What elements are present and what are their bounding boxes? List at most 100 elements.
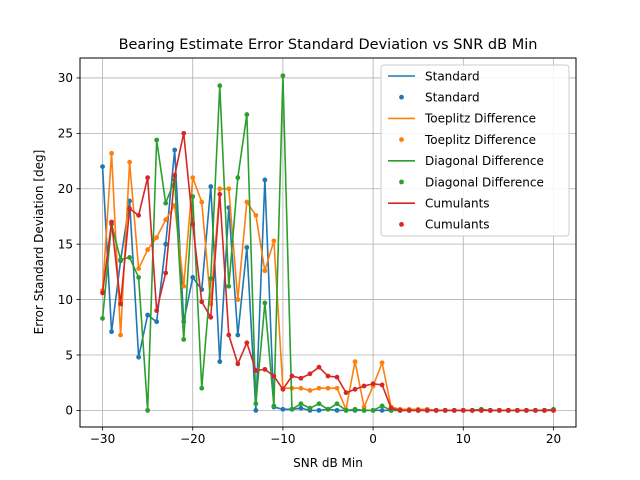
x-tick-label: −20: [180, 432, 205, 446]
data-point-diagonal-difference: [370, 407, 376, 413]
data-point-cumulants: [460, 407, 466, 413]
data-point-toeplitz-difference: [307, 388, 313, 393]
data-point-toeplitz-difference: [361, 404, 367, 410]
data-point-diagonal-difference: [307, 405, 313, 411]
data-point-diagonal-difference: [271, 403, 277, 409]
data-point-toeplitz-difference: [244, 199, 250, 205]
data-point-toeplitz-difference: [253, 212, 259, 218]
legend: Standard Standard Toeplitz Difference Toepl…: [380, 64, 570, 237]
data-point-standard: [235, 332, 241, 338]
data-point-toeplitz-difference: [379, 360, 385, 366]
legend-marker-cumulants: [399, 222, 404, 227]
y-tick-label: 25: [58, 127, 73, 141]
data-point-cumulants: [415, 407, 421, 413]
data-point-toeplitz-difference: [181, 283, 187, 289]
data-point-cumulants: [208, 314, 214, 320]
data-point-cumulants: [181, 130, 187, 136]
legend-label-toeplitz-difference: Toeplitz Difference: [424, 112, 536, 126]
data-point-toeplitz-difference: [298, 385, 304, 391]
data-point-cumulants: [551, 407, 556, 413]
data-point-standard: [253, 407, 259, 413]
data-point-toeplitz-difference: [334, 385, 340, 391]
data-point-diagonal-difference: [208, 276, 214, 281]
data-point-standard: [190, 275, 196, 280]
data-point-cumulants: [496, 407, 502, 413]
legend-label-standard: Standard: [425, 69, 480, 83]
data-point-diagonal-difference: [145, 407, 151, 413]
data-point-toeplitz-difference: [325, 385, 331, 391]
x-axis-label: SNR dB Min: [293, 456, 363, 470]
data-point-diagonal-difference: [181, 337, 187, 342]
data-point-cumulants: [478, 407, 484, 413]
data-point-diagonal-difference: [244, 112, 250, 117]
data-point-diagonal-difference: [361, 407, 367, 413]
data-point-toeplitz-difference: [118, 332, 123, 338]
data-point-cumulants: [442, 407, 448, 413]
data-point-standard: [136, 354, 142, 360]
data-point-cumulants: [226, 332, 232, 338]
data-point-toeplitz-difference: [145, 247, 151, 253]
legend-label-cumulants: Cumulants: [425, 197, 490, 211]
data-point-toeplitz-difference: [109, 150, 114, 156]
data-point-cumulants: [199, 299, 205, 305]
data-point-cumulants: [514, 407, 520, 413]
data-point-cumulants: [379, 382, 385, 388]
x-tick-label: 0: [369, 432, 377, 446]
data-point-toeplitz-difference: [199, 199, 205, 205]
data-point-diagonal-difference: [226, 283, 232, 289]
data-point-standard: [316, 407, 322, 413]
data-point-diagonal-difference: [352, 406, 358, 412]
data-point-standard: [208, 184, 214, 189]
data-point-cumulants: [163, 270, 169, 276]
data-point-cumulants: [361, 383, 367, 389]
chart-title: Bearing Estimate Error Standard Deviatio…: [119, 37, 538, 53]
data-point-standard: [244, 245, 250, 250]
legend-marker-diagonal-difference: [399, 179, 404, 185]
data-point-diagonal-difference: [154, 137, 160, 143]
data-point-standard: [379, 407, 385, 413]
data-point-standard: [172, 147, 178, 153]
data-point-toeplitz-difference: [226, 186, 232, 192]
data-point-standard: [100, 164, 105, 169]
data-point-diagonal-difference: [190, 194, 196, 199]
data-point-standard: [145, 312, 151, 318]
data-point-toeplitz-difference: [217, 186, 223, 192]
legend-label-diagonal-difference: Diagonal Difference: [425, 154, 544, 168]
data-point-cumulants: [127, 206, 132, 212]
legend-label-cumulants: Cumulants: [425, 218, 490, 232]
data-point-cumulants: [253, 368, 259, 373]
data-point-toeplitz-difference: [235, 297, 241, 302]
data-point-cumulants: [262, 366, 268, 372]
legend-label-standard: Standard: [425, 91, 480, 105]
data-point-cumulants: [172, 173, 178, 178]
data-point-toeplitz-difference: [262, 268, 268, 274]
plot-frame: [79, 57, 577, 428]
data-point-diagonal-difference: [217, 83, 223, 89]
data-point-cumulants: [469, 407, 475, 413]
data-point-cumulants: [487, 407, 493, 413]
legend-marker-toeplitz-difference: [399, 137, 404, 143]
data-point-standard: [154, 319, 160, 325]
data-point-diagonal-difference: [334, 401, 340, 407]
data-point-cumulants: [100, 290, 105, 296]
data-point-cumulants: [289, 373, 295, 379]
data-point-standard: [109, 329, 114, 335]
data-point-standard: [334, 407, 340, 413]
data-point-cumulants: [244, 340, 250, 346]
data-point-diagonal-difference: [136, 275, 142, 280]
data-point-diagonal-difference: [325, 406, 331, 412]
legend-marker-standard: [399, 94, 404, 100]
data-point-cumulants: [316, 364, 322, 370]
data-point-cumulants: [397, 407, 403, 413]
series-layer: [100, 73, 556, 413]
data-point-diagonal-difference: [100, 316, 105, 321]
data-point-diagonal-difference: [379, 403, 385, 409]
data-point-cumulants: [118, 301, 123, 307]
data-point-standard: [262, 177, 268, 183]
data-point-cumulants: [109, 219, 114, 225]
data-point-cumulants: [533, 407, 538, 413]
y-tick-label: 15: [58, 237, 73, 251]
data-point-diagonal-difference: [298, 401, 304, 407]
data-point-cumulants: [271, 373, 277, 379]
x-tick-label: 10: [456, 432, 471, 446]
